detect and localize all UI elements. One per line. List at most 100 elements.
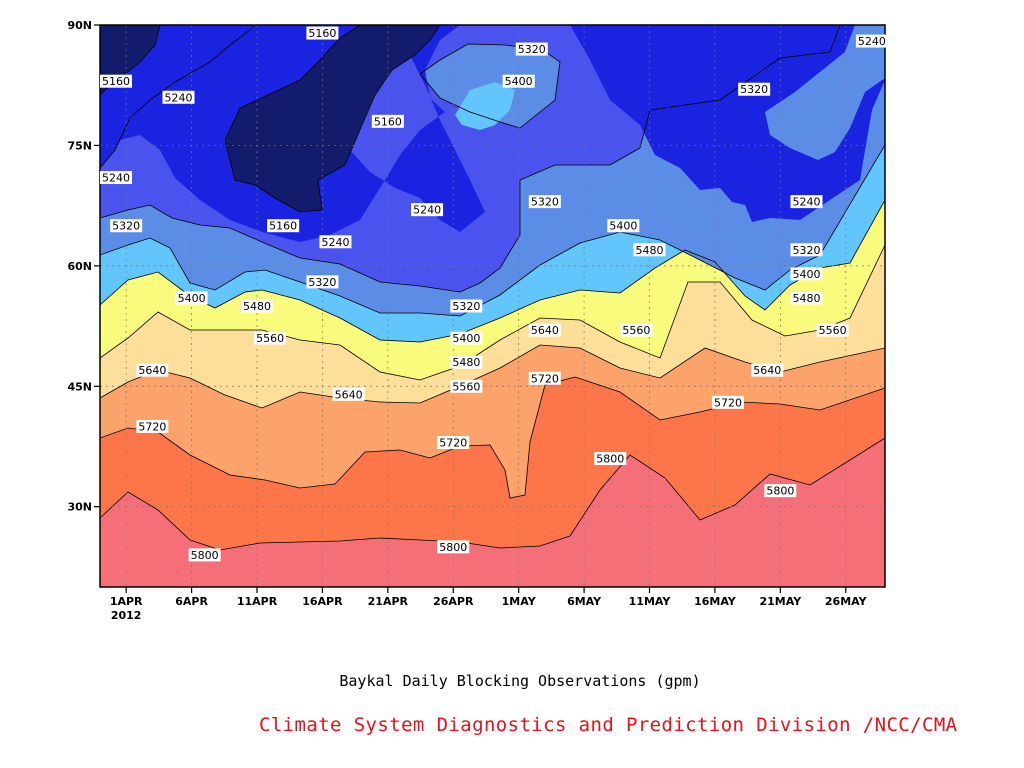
contour-label-value: 5400 bbox=[609, 220, 637, 233]
credit-line: Climate System Diagnostics and Predictio… bbox=[259, 714, 958, 736]
contour-label-box bbox=[437, 435, 470, 449]
contour-labels: 5160 5160 5160 5160 5240 5240 5240 5240 5240 5240… bbox=[100, 26, 888, 562]
contour-label: 5480 bbox=[790, 291, 823, 305]
x-tick-label: 16APR bbox=[302, 595, 343, 608]
x-tick-label: 1MAY bbox=[502, 595, 537, 608]
contour-label-box bbox=[528, 323, 561, 337]
contour-label-value: 5240 bbox=[413, 204, 441, 217]
contour-label-value: 5480 bbox=[452, 356, 480, 369]
contour-label-box bbox=[371, 114, 404, 128]
contour-label: 5640 bbox=[332, 387, 365, 401]
contour-label-box bbox=[764, 484, 797, 498]
contour-label-value: 5480 bbox=[793, 292, 821, 305]
contour-label: 5400 bbox=[607, 219, 640, 233]
y-tick-label: 90N bbox=[67, 19, 92, 32]
contour-label-value: 5320 bbox=[518, 43, 546, 56]
x-tick-label: 21MAY bbox=[759, 595, 802, 608]
contour-label: 5560 bbox=[254, 331, 287, 345]
contour-label: 5320 bbox=[790, 243, 823, 257]
contour-line bbox=[419, 43, 561, 129]
contour-label-box bbox=[411, 203, 444, 217]
contour-label-box bbox=[528, 371, 561, 385]
contour-label-box bbox=[136, 419, 169, 433]
contour-label-value: 5160 bbox=[102, 75, 130, 88]
contour-label-value: 5400 bbox=[452, 332, 480, 345]
contour-label-value: 5320 bbox=[793, 244, 821, 257]
contour-label: 5240 bbox=[319, 235, 352, 249]
contour-label-value: 5720 bbox=[439, 436, 467, 449]
contour-label: 5800 bbox=[188, 548, 221, 562]
contour-label-value: 5480 bbox=[636, 244, 664, 257]
chart-caption: Baykal Daily Blocking Observations (gpm) bbox=[339, 672, 701, 690]
contour-line bbox=[100, 376, 885, 499]
contour-label-value: 5240 bbox=[793, 196, 821, 209]
contour-label-box bbox=[267, 219, 300, 233]
contour-label: 5160 bbox=[267, 219, 300, 233]
contour-line bbox=[224, 25, 441, 213]
contour-label: 5640 bbox=[136, 363, 169, 377]
contour-label-box bbox=[594, 452, 627, 466]
contour-label-value: 5560 bbox=[819, 324, 847, 337]
contour-line bbox=[100, 25, 841, 293]
contour-label: 5640 bbox=[751, 363, 784, 377]
contour-label-value: 5640 bbox=[138, 364, 166, 377]
contour-line bbox=[100, 144, 885, 317]
contour-label: 5240 bbox=[162, 90, 195, 104]
plot-frame bbox=[99, 24, 886, 588]
y-tick-label: 45N bbox=[67, 380, 92, 393]
contour-label: 5240 bbox=[855, 34, 888, 48]
contour-label-box bbox=[790, 243, 823, 257]
contour-label-value: 5400 bbox=[793, 268, 821, 281]
contour-label: 5720 bbox=[528, 371, 561, 385]
contour-label: 5400 bbox=[790, 267, 823, 281]
contour-label-box bbox=[502, 74, 535, 88]
contour-label: 5240 bbox=[100, 171, 132, 185]
contour-label-value: 5240 bbox=[322, 236, 350, 249]
contour-label-box bbox=[790, 291, 823, 305]
contour-label: 5160 bbox=[306, 26, 339, 40]
contour-label: 5640 bbox=[528, 323, 561, 337]
contour-label-value: 5800 bbox=[596, 453, 624, 466]
contour-label: 5160 bbox=[371, 114, 404, 128]
contour-label: 5240 bbox=[790, 195, 823, 209]
contour-label-value: 5160 bbox=[269, 220, 297, 233]
contour-label-value: 5160 bbox=[308, 27, 336, 40]
contour-label-box bbox=[790, 195, 823, 209]
contour-label-value: 5320 bbox=[452, 300, 480, 313]
contour-label-value: 5720 bbox=[138, 420, 166, 433]
contour-label-value: 5560 bbox=[622, 324, 650, 337]
contour-label-box bbox=[162, 90, 195, 104]
contour-label-box bbox=[855, 34, 888, 48]
x-tick-label: 26APR bbox=[433, 595, 474, 608]
y-tick-label: 60N bbox=[67, 260, 92, 273]
contour-label-box bbox=[738, 82, 771, 96]
contour-label-value: 5400 bbox=[505, 75, 533, 88]
contour-label-box bbox=[306, 26, 339, 40]
contour-label-box bbox=[751, 363, 784, 377]
contour-label: 5320 bbox=[110, 219, 143, 233]
contour-label-box bbox=[528, 195, 561, 209]
contour-line bbox=[100, 199, 885, 343]
y-tick-label: 75N bbox=[67, 139, 92, 152]
contour-label-box bbox=[100, 74, 132, 88]
contour-label-box bbox=[515, 42, 548, 56]
contour-label-box bbox=[188, 548, 221, 562]
contour-fills bbox=[100, 25, 885, 587]
contour-lines bbox=[100, 25, 885, 551]
x-tick-label: 6MAY bbox=[567, 595, 602, 608]
contour-label-box bbox=[175, 291, 208, 305]
contour-label: 5720 bbox=[437, 435, 470, 449]
contour-label-value: 5800 bbox=[439, 541, 467, 554]
contour-label-value: 5640 bbox=[753, 364, 781, 377]
contour-line bbox=[100, 25, 161, 96]
contour-label: 5480 bbox=[241, 299, 273, 313]
contour-label-value: 5640 bbox=[531, 324, 559, 337]
contour-label: 5560 bbox=[816, 323, 849, 337]
contour-label-value: 5160 bbox=[374, 115, 402, 128]
contour-label-value: 5240 bbox=[858, 35, 886, 48]
contour-line bbox=[100, 25, 256, 169]
contour-label-box bbox=[620, 323, 653, 337]
contour-label: 5800 bbox=[764, 484, 797, 498]
contour-label-value: 5480 bbox=[243, 300, 271, 313]
